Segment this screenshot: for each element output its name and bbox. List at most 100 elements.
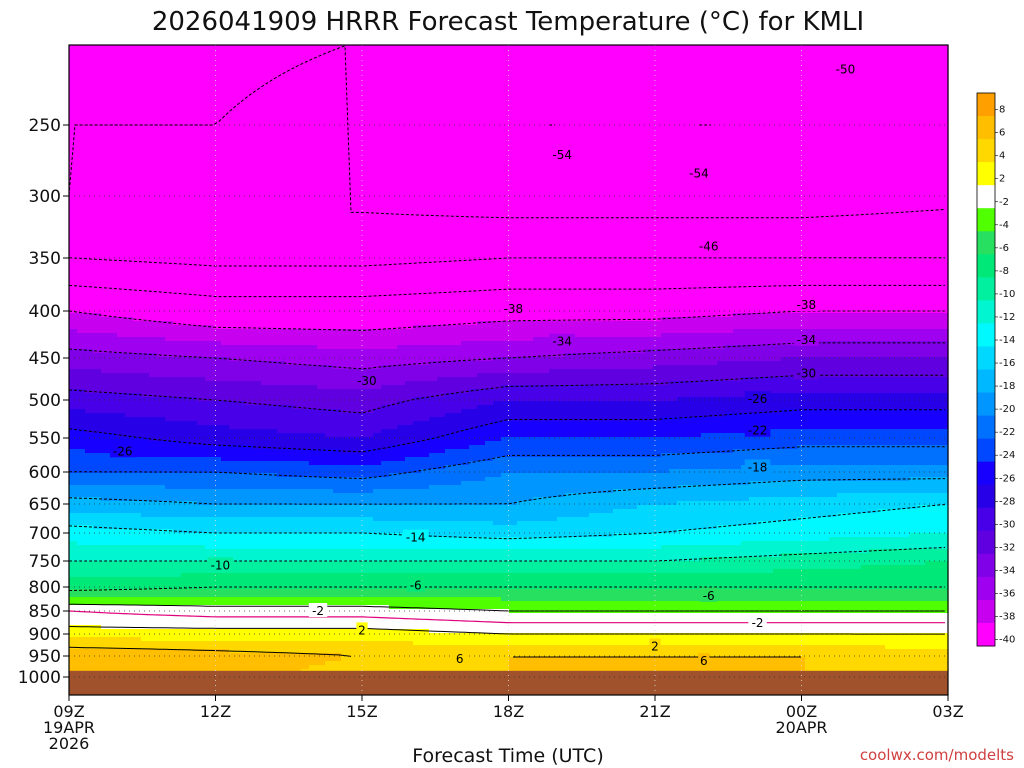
temperature-cell [573,421,582,438]
x-tick-label: 21Z [639,702,670,721]
temperature-cell [213,401,222,426]
temperature-cell [845,357,854,378]
temperature-cell [909,509,918,534]
temperature-cell [709,501,718,530]
temperature-cell [877,537,886,550]
temperature-cell [917,549,926,566]
temperature-cell [765,589,774,602]
temperature-cell [245,345,254,362]
temperature-cell [517,601,526,614]
temperature-cell [389,473,398,490]
temperature-cell [485,461,494,478]
temperature-cell [565,537,574,550]
temperature-cell [341,641,350,672]
temperature-cell [237,345,246,362]
temperature-cell [709,529,718,546]
temperature-cell [237,629,246,642]
temperature-cell [349,561,358,574]
temperature-cell [861,493,870,514]
temperature-cell [645,369,654,386]
temperature-cell [125,373,134,394]
temperature-cell [157,561,166,578]
temperature-cell [477,549,486,562]
temperature-cell [781,521,790,542]
temperature-cell [829,393,838,410]
temperature-cell [221,329,230,346]
temperature-cell [845,377,854,394]
temperature-cell [741,345,750,362]
temperature-cell [213,445,222,458]
temperature-cell [221,505,230,518]
temperature-cell [805,341,814,358]
temperature-cell [885,537,894,550]
temperature-cell [941,533,949,550]
temperature-cell [237,45,246,330]
temperature-cell [485,633,494,646]
temperature-cell [749,361,758,378]
temperature-cell [301,461,310,478]
temperature-cell [853,429,862,446]
temperature-cell [621,437,630,458]
temperature-cell [477,405,486,426]
temperature-cell [685,317,694,334]
temperature-cell [549,633,558,646]
contour-label: -38 [504,302,524,316]
temperature-cell [517,421,526,438]
temperature-cell [213,505,222,518]
temperature-cell [765,657,774,672]
temperature-cell [661,533,670,546]
temperature-cell [397,329,406,346]
colorbar-label: -30 [999,519,1015,530]
temperature-cell [389,561,398,574]
contour-label-bg [832,61,859,76]
temperature-cell [661,505,670,534]
temperature-cell [893,633,902,650]
temperature-cell [733,589,742,602]
temperature-cell [221,573,230,590]
temperature-cell [557,645,566,658]
temperature-cell [229,489,238,506]
temperature-cell [765,345,774,362]
temperature-cell [709,45,718,318]
temperature-cell [653,589,662,602]
temperature-cell [781,357,790,378]
temperature-cell [165,377,174,398]
temperature-cell [605,457,614,474]
temperature-cell [293,573,302,590]
temperature-cell [229,505,238,518]
temperature-cell [101,485,110,502]
temperature-cell [541,633,550,646]
temperature-cell [469,537,478,550]
temperature-cell [565,645,574,658]
temperature-cell [213,533,222,550]
temperature-cell [917,633,926,650]
temperature-cell [493,505,502,526]
temperature-cell [213,329,222,342]
temperature-cell [709,645,718,658]
temperature-cell [493,537,502,550]
temperature-cell [933,445,942,466]
temperature-cell [141,321,150,338]
temperature-cell [149,457,158,474]
temperature-cell [101,317,110,334]
temperature-cell [917,601,926,614]
temperature-cell [917,357,926,378]
temperature-cell [581,401,590,422]
temperature-cell [117,373,126,394]
plot-area [69,45,949,695]
temperature-cell [341,329,350,350]
temperature-cell [573,561,582,574]
temperature-cell [741,465,750,486]
temperature-cell [661,437,670,454]
temperature-cell [445,537,454,550]
temperature-cell [853,537,862,554]
temperature-cell [813,429,822,446]
temperature-cell [309,505,318,518]
temperature-cell [645,589,654,602]
temperature-cell [245,561,254,574]
temperature-cell [421,489,430,506]
temperature-cell [717,361,726,382]
temperature-cell [597,601,606,614]
temperature-cell [461,45,470,326]
temperature-cell [733,525,742,546]
